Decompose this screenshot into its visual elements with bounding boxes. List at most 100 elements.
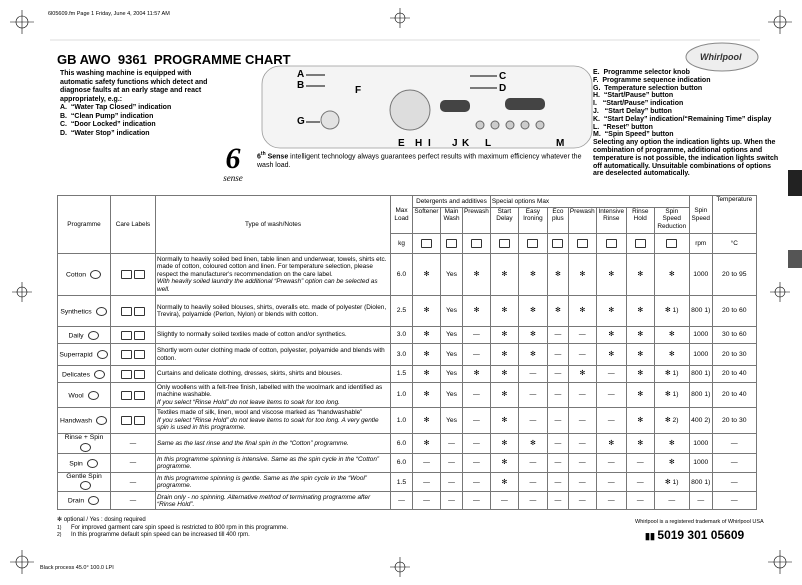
- value-cell: 400 2): [688, 407, 713, 434]
- programme-name: Superrapid: [59, 351, 93, 359]
- value-cell: 1000: [688, 453, 713, 473]
- value-cell: Yes: [440, 253, 463, 296]
- value-cell: ✻: [653, 253, 690, 296]
- value-cell: 20 to 60: [711, 295, 757, 327]
- sense-sup: th: [260, 151, 266, 157]
- programme-icon: [87, 390, 99, 400]
- value-cell: ✻: [412, 365, 441, 383]
- programme-table: Programme Care Labels Type of wash/Notes Ma…: [57, 195, 757, 511]
- value-cell: —: [546, 326, 569, 344]
- file-line: 6l05609.fm Page 1 Friday, June 4, 2004 1…: [48, 11, 170, 17]
- value-cell: —: [546, 491, 569, 511]
- value-cell: ✻: [625, 253, 655, 296]
- header-cell: Care Labels: [110, 195, 156, 254]
- value-cell: —: [517, 365, 548, 383]
- option-icon-cell: [412, 233, 441, 254]
- panel-label: L: [485, 138, 492, 149]
- value-cell: —: [567, 453, 597, 473]
- programme-icon: [95, 306, 107, 316]
- value-cell: 20 to 30: [711, 343, 757, 366]
- title: GB AWO 9361 PROGRAMME CHART: [57, 52, 291, 67]
- programme-name: Synthetics: [60, 307, 92, 315]
- programme-name: Cotton: [65, 271, 87, 279]
- programme-cell: Superrapid: [57, 343, 111, 366]
- value-cell: ✻: [546, 295, 569, 327]
- note-text: Only woollens with a felt-free finish, l…: [157, 383, 383, 399]
- footnotes: ✻ optional / Yes : dosing required 1) For …: [57, 517, 507, 540]
- value-cell: —: [412, 471, 441, 493]
- care-icon: [134, 270, 145, 279]
- value-cell: 1.0: [390, 407, 413, 434]
- unit-cell: °C: [711, 233, 757, 254]
- value-cell: —: [711, 453, 757, 473]
- header-cell: Prewash: [462, 207, 491, 234]
- programme-row: Cotton Normally to heavily soiled bed lin…: [57, 253, 757, 296]
- intro-item: D. “Water Stop” indication: [60, 129, 150, 137]
- note-italic: Same as the last rinse and the final spi…: [157, 439, 349, 447]
- notes-cell: In this programme spinning is intensive.…: [155, 453, 391, 473]
- header-cell: Spin Speed Reduction: [653, 207, 690, 234]
- value-cell: ✻: [517, 326, 548, 344]
- value-cell: —: [595, 407, 627, 434]
- note-italic: If you select “Rinse Hold” do not leave …: [157, 398, 340, 406]
- header-cell: Softener: [412, 207, 441, 234]
- value-cell: Yes: [440, 295, 463, 327]
- value-cell: —: [462, 471, 491, 493]
- sense-lead: 6: [257, 153, 261, 161]
- value-cell: 800 1): [688, 365, 713, 383]
- value-cell: ✻: [517, 253, 548, 296]
- value-cell: —: [517, 491, 548, 511]
- value-cell: ✻: [489, 326, 519, 344]
- programme-cell: Daily: [57, 326, 111, 344]
- value-cell: ✻: [489, 295, 519, 327]
- value-cell: 800 1): [688, 382, 713, 408]
- panel-label: H: [415, 138, 423, 149]
- value-cell: —: [412, 453, 441, 473]
- legend-item: L. “Reset” button: [593, 123, 653, 131]
- option-icon-cell: [546, 233, 569, 254]
- panel-label: B: [297, 80, 305, 91]
- value-cell: ✻: [489, 433, 519, 454]
- header-cell: Rinse Hold: [625, 207, 655, 234]
- value-cell: ✻: [412, 433, 441, 454]
- value-cell: ✻: [653, 453, 690, 473]
- option-icon-cell: [517, 233, 548, 254]
- header-cell: Eco plus: [546, 207, 569, 234]
- intro-item: A. “Water Tap Closed” indication: [60, 104, 172, 111]
- value-cell: ✻: [653, 343, 690, 366]
- value-cell: ✻: [595, 253, 627, 296]
- panel-label: D: [499, 83, 507, 94]
- value-cell: ✻: [595, 343, 627, 366]
- programme-row: Delicates Curtains and delicate clothing,…: [57, 365, 757, 383]
- value-cell: ✻ 2): [653, 407, 690, 434]
- value-cell: —: [567, 407, 597, 434]
- sense-desc: intelligent technology always guarantees…: [257, 153, 582, 169]
- option-icon-cell: [567, 233, 597, 254]
- sense-logo: 6 sense: [213, 144, 253, 184]
- value-cell: ✻: [489, 407, 519, 434]
- legend-item: M. “Spin Speed” button: [593, 131, 674, 139]
- intro: This washing machine is equipped with au…: [60, 70, 210, 138]
- panel-label: G: [297, 116, 305, 127]
- programme-cell: Handwash: [57, 407, 111, 434]
- value-cell: ✻: [412, 407, 441, 434]
- header-cell: Type of wash/Notes: [155, 195, 391, 254]
- value-cell: 3.0: [390, 326, 413, 344]
- programme-row: Spin — In this programme spinning is inten…: [57, 453, 757, 473]
- value-cell: ✻: [489, 365, 519, 383]
- programme-name: Daily: [68, 331, 84, 339]
- programme-icon: [93, 369, 105, 379]
- header-cell: Intensive Rinse: [595, 207, 627, 234]
- notes-cell: Slightly to normally soiled textiles mad…: [155, 326, 391, 344]
- footnote-text: For improved garment care spin speed is …: [71, 524, 289, 531]
- intro-item: B. “Clean Pump” indication: [60, 112, 154, 120]
- care-icon: [121, 270, 132, 279]
- header-cell: Main Wash: [440, 207, 463, 234]
- value-cell: Yes: [440, 407, 463, 434]
- intro-list: A. “Water Tap Closed” indication B. “Clea…: [60, 104, 210, 138]
- programme-row: Drain — Drain only - no spinning. Alternat…: [57, 491, 757, 511]
- care-cell: [110, 343, 156, 366]
- unit-row: kg rpm °C: [58, 233, 757, 254]
- care-icon: [134, 416, 145, 425]
- care-cell: —: [110, 433, 156, 454]
